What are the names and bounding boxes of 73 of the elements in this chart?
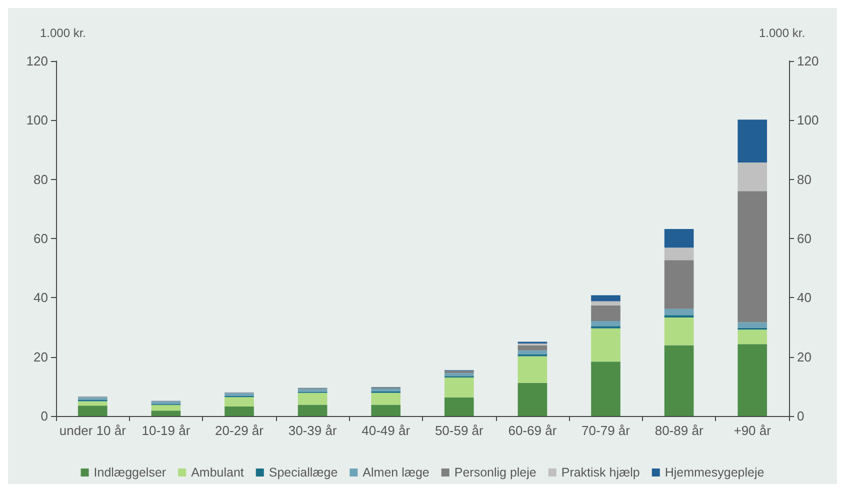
y2-axis-title: 1.000 kr. (759, 26, 806, 40)
bar (591, 295, 620, 302)
y2-tick-label: 100 (797, 112, 819, 128)
x-tick-label: 20-29 år (215, 423, 264, 438)
bar (371, 388, 401, 392)
bar (664, 229, 694, 248)
y2-tick-label: 0 (797, 408, 804, 424)
bar (78, 406, 108, 416)
y2-tick-label: 80 (797, 172, 812, 187)
bar (664, 317, 694, 346)
bar (444, 378, 474, 398)
bar (444, 370, 474, 374)
legend-label: Praktisk hjælp (561, 466, 640, 480)
bar (78, 401, 108, 406)
y-tick-label: 80 (34, 172, 48, 187)
legend-label: Speciallæge (268, 466, 338, 480)
y-tick-label: 60 (34, 231, 48, 246)
bar (738, 191, 768, 322)
x-tick-label: 30-39 år (288, 423, 338, 438)
bar (518, 382, 548, 416)
legend-label: Ambulant (191, 466, 244, 480)
y-tick-label: 20 (34, 349, 48, 364)
x-tick-label: under 10 år (59, 423, 127, 438)
y-axis-title: 1.000 kr. (40, 26, 86, 40)
bar (664, 308, 694, 316)
bar (444, 397, 474, 416)
bar (738, 344, 768, 416)
y2-tick-label: 60 (797, 231, 812, 246)
bar (224, 406, 254, 416)
bar (78, 398, 108, 400)
bar (371, 392, 401, 405)
bar (298, 392, 328, 405)
bar (664, 260, 694, 309)
bar (738, 120, 768, 162)
x-tick-label: +90 år (734, 423, 772, 438)
bar (518, 345, 548, 350)
bar (591, 321, 620, 326)
bar (591, 305, 620, 322)
bar (224, 393, 254, 396)
bar (664, 248, 694, 260)
legend-label: Almen læge (362, 466, 430, 480)
bar (151, 405, 181, 411)
x-tick-label: 60-69 år (508, 423, 558, 438)
bar (151, 410, 181, 416)
y2-tick-label: 120 (797, 54, 819, 68)
bar (738, 322, 768, 328)
bar (518, 350, 548, 354)
legend-label: Indlæggelser (94, 466, 166, 480)
bar (444, 373, 474, 376)
bar (224, 397, 254, 407)
x-tick-label: 10-19 år (142, 423, 191, 438)
y-tick-label: 0 (40, 408, 48, 424)
bar (298, 389, 328, 392)
y-tick-label: 120 (26, 54, 48, 68)
bar (591, 301, 620, 306)
x-tick-label: 40-49 år (362, 423, 411, 438)
x-tick-label: 80-89 år (654, 423, 704, 438)
bar (738, 330, 768, 344)
x-tick-label: 70-79 år (582, 423, 631, 438)
bar (591, 362, 620, 416)
x-tick-label: 50-59 år (434, 423, 484, 438)
bar (371, 404, 401, 416)
bar (664, 345, 694, 416)
y-tick-label: 100 (26, 112, 48, 128)
y-tick-label: 40 (34, 290, 48, 306)
legend-label: Personlig pleje (454, 466, 536, 480)
legend-label: Hjemmesygepleje (664, 466, 764, 480)
y2-tick-label: 40 (797, 290, 812, 306)
bar (591, 328, 620, 362)
bar (518, 356, 548, 383)
bar (738, 162, 768, 192)
bar (298, 404, 328, 416)
y2-tick-label: 20 (797, 349, 812, 364)
